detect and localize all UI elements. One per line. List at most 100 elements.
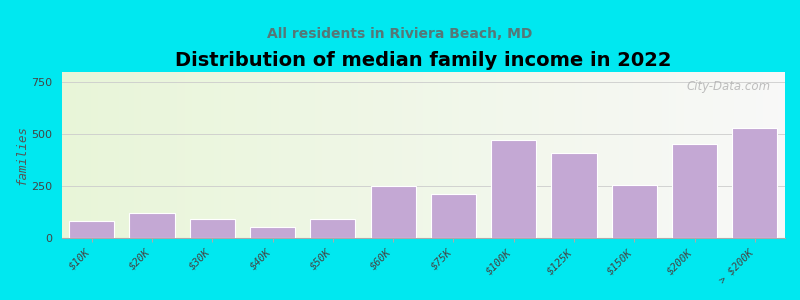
Bar: [691, 72, 698, 238]
Title: Distribution of median family income in 2022: Distribution of median family income in …: [175, 51, 671, 70]
Bar: [394, 72, 402, 238]
Bar: [604, 72, 611, 238]
Bar: [654, 72, 662, 238]
Bar: [300, 72, 307, 238]
Bar: [387, 72, 394, 238]
Bar: [684, 72, 691, 238]
Bar: [278, 72, 286, 238]
Bar: [286, 72, 293, 238]
Bar: [373, 72, 380, 238]
Bar: [112, 72, 119, 238]
Bar: [575, 72, 582, 238]
Bar: [698, 72, 706, 238]
Bar: [582, 72, 590, 238]
Bar: [496, 72, 503, 238]
Bar: [76, 72, 83, 238]
Y-axis label: families: families: [15, 125, 28, 185]
Bar: [633, 72, 640, 238]
Bar: [228, 72, 235, 238]
Bar: [670, 72, 677, 238]
Bar: [438, 72, 445, 238]
Bar: [713, 72, 720, 238]
Bar: [561, 72, 568, 238]
Bar: [90, 72, 98, 238]
Bar: [546, 72, 554, 238]
Bar: [452, 72, 459, 238]
Bar: [618, 72, 626, 238]
Bar: [190, 219, 235, 238]
Bar: [163, 72, 170, 238]
Bar: [358, 72, 366, 238]
Bar: [510, 72, 518, 238]
Bar: [677, 72, 684, 238]
Bar: [640, 72, 647, 238]
Text: City-Data.com: City-Data.com: [686, 80, 770, 93]
Bar: [221, 72, 228, 238]
Bar: [770, 72, 778, 238]
Bar: [62, 72, 69, 238]
Bar: [732, 128, 778, 238]
Bar: [119, 72, 126, 238]
Text: All residents in Riviera Beach, MD: All residents in Riviera Beach, MD: [267, 27, 533, 41]
Bar: [206, 72, 214, 238]
Bar: [612, 185, 657, 238]
Bar: [539, 72, 546, 238]
Bar: [351, 72, 358, 238]
Bar: [430, 72, 438, 238]
Bar: [597, 72, 604, 238]
Bar: [271, 72, 278, 238]
Bar: [749, 72, 756, 238]
Bar: [459, 72, 466, 238]
Bar: [344, 72, 351, 238]
Bar: [409, 72, 416, 238]
Bar: [416, 72, 423, 238]
Bar: [402, 72, 409, 238]
Bar: [149, 72, 156, 238]
Bar: [310, 219, 355, 238]
Bar: [69, 72, 76, 238]
Bar: [763, 72, 770, 238]
Bar: [503, 72, 510, 238]
Bar: [532, 72, 539, 238]
Bar: [337, 72, 344, 238]
Bar: [141, 72, 149, 238]
Bar: [69, 221, 114, 238]
Bar: [170, 72, 178, 238]
Bar: [315, 72, 322, 238]
Bar: [380, 72, 387, 238]
Bar: [105, 72, 112, 238]
Bar: [481, 72, 489, 238]
Bar: [734, 72, 742, 238]
Bar: [83, 72, 90, 238]
Bar: [199, 72, 206, 238]
Bar: [257, 72, 264, 238]
Bar: [491, 140, 536, 238]
Bar: [366, 72, 373, 238]
Bar: [235, 72, 242, 238]
Bar: [489, 72, 496, 238]
Bar: [242, 72, 250, 238]
Bar: [192, 72, 199, 238]
Bar: [474, 72, 481, 238]
Bar: [250, 72, 257, 238]
Bar: [370, 186, 416, 238]
Bar: [590, 72, 597, 238]
Bar: [727, 72, 734, 238]
Bar: [431, 194, 476, 238]
Bar: [185, 72, 192, 238]
Bar: [98, 72, 105, 238]
Bar: [322, 72, 330, 238]
Bar: [647, 72, 654, 238]
Bar: [720, 72, 727, 238]
Bar: [551, 153, 597, 238]
Bar: [307, 72, 315, 238]
Bar: [742, 72, 749, 238]
Bar: [250, 226, 295, 238]
Bar: [525, 72, 532, 238]
Bar: [130, 213, 174, 238]
Bar: [126, 72, 134, 238]
Bar: [134, 72, 141, 238]
Bar: [518, 72, 525, 238]
Bar: [706, 72, 713, 238]
Bar: [264, 72, 271, 238]
